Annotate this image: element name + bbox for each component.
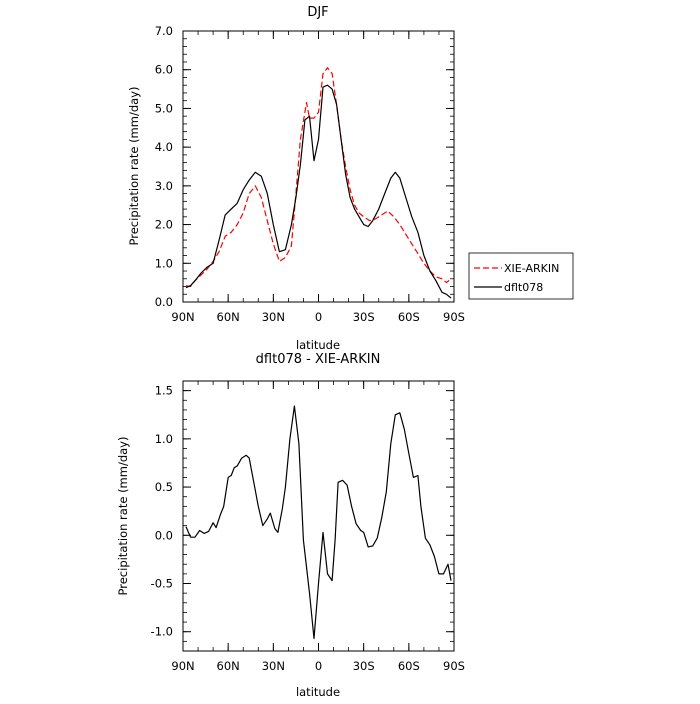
tick-marks (182, 380, 455, 652)
x-tick-label: 60S (398, 310, 420, 324)
y-tick-label: 5.0 (155, 101, 173, 115)
x-tick-label: 0 (315, 659, 322, 673)
plot-frame (182, 380, 455, 652)
y-tick-label: 1.0 (155, 256, 173, 270)
x-tick-label: 30S (353, 659, 375, 673)
y-tick-labels: -1.0 -0.5 0.0 0.5 1.0 1.5 (151, 384, 173, 639)
panel-title: DJF (307, 5, 328, 20)
plot-frame (182, 30, 455, 303)
x-tick-labels: 90N 60N 30N 0 30S 60S 90S (171, 310, 465, 324)
panel-title: dflt078 - XIE-ARKIN (256, 352, 381, 367)
x-tick-label: 0 (315, 310, 322, 324)
x-tick-label: 60N (217, 310, 240, 324)
series-line-xie-arkin (185, 67, 452, 288)
data-lines (185, 405, 452, 640)
y-tick-label: 0.0 (155, 295, 173, 309)
legend: XIE-ARKIN dflt078 (468, 252, 574, 300)
x-tick-label: 30S (353, 310, 375, 324)
x-tick-label: 90N (171, 310, 194, 324)
panel-difference: dflt078 - XIE-ARKIN -1.0 -0.5 0.0 0.5 1.0 1.5… (116, 352, 465, 699)
legend-label-xie-arkin: XIE-ARKIN (504, 262, 559, 275)
y-tick-labels: 0.0 1.0 2.0 3.0 4.0 5.0 6.0 7.0 (155, 24, 173, 309)
x-tick-label: 60N (217, 659, 240, 673)
y-tick-label: 0.5 (155, 480, 173, 494)
series-line-dflt078 (185, 84, 452, 299)
y-tick-label: 7.0 (155, 24, 173, 38)
legend-box (468, 252, 574, 300)
y-tick-label: 6.0 (155, 63, 173, 77)
y-tick-label: 3.0 (155, 179, 173, 193)
tick-marks (182, 30, 455, 303)
y-axis-label: Precipitation rate (mm/day) (116, 437, 130, 596)
y-tick-label: 1.5 (155, 384, 173, 398)
y-tick-label: -1.0 (151, 625, 173, 639)
x-tick-label: 30N (262, 310, 285, 324)
y-tick-label: 1.0 (155, 432, 173, 446)
x-tick-label: 60S (398, 659, 420, 673)
y-axis-label: Precipitation rate (mm/day) (127, 87, 141, 246)
x-axis-label: latitude (296, 685, 340, 699)
y-tick-label: -0.5 (151, 577, 173, 591)
x-tick-label: 90N (171, 659, 194, 673)
y-tick-label: 0.0 (155, 528, 173, 542)
y-tick-label: 2.0 (155, 218, 173, 232)
x-tick-label: 30N (262, 659, 285, 673)
x-axis-label: latitude (296, 338, 340, 352)
data-lines (185, 67, 452, 299)
x-tick-label: 90S (443, 310, 465, 324)
legend-label-dflt078: dflt078 (504, 281, 543, 294)
series-line-difference (185, 405, 452, 640)
panel-djf: DJF 0.0 1.0 2.0 3.0 4.0 5.0 6.0 7.0 90N 60N 30N 0 3… (127, 5, 574, 352)
x-tick-labels: 90N 60N 30N 0 30S 60S 90S (171, 659, 465, 673)
y-tick-label: 4.0 (155, 140, 173, 154)
x-tick-label: 90S (443, 659, 465, 673)
